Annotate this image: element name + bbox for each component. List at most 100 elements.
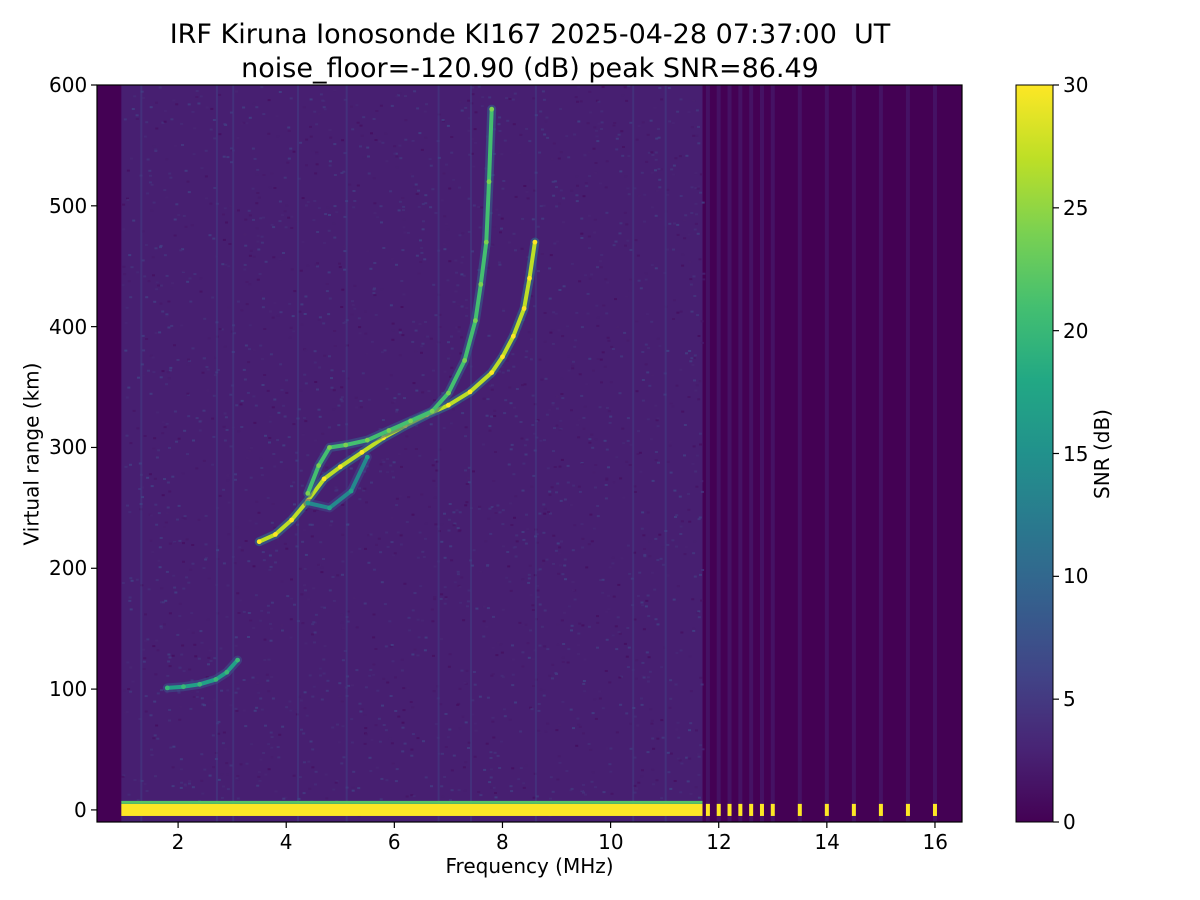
streak [664,85,667,822]
trace-point [343,442,349,448]
x-tick-label: 2 [171,830,185,854]
streak [632,85,635,822]
channel-column [727,85,732,822]
noise-texture [121,85,706,818]
channel-ground-echo [738,803,743,816]
trace-point [429,408,435,414]
channel-column [932,85,937,822]
x-tick-label: 8 [495,830,509,854]
trace-point [305,500,311,506]
echo-trace [305,455,370,510]
channel-ground-echo [727,803,732,816]
trace-point [446,390,451,396]
trace-point [521,306,527,311]
trace-point [510,333,516,339]
trace-point [213,677,219,682]
channel-ground-echo [797,803,802,816]
colorbar-tick-label: 30 [1063,73,1089,97]
colorbar-tick-label: 15 [1063,441,1089,466]
y-tick-label: 100 [49,677,88,702]
y-tick-label: 600 [49,73,88,97]
channel-ground-echo [905,803,910,816]
trace-point [289,517,294,523]
channel-ground-echo [749,803,754,816]
trace-point [408,418,413,424]
streak [140,85,143,822]
channel-column [905,85,910,822]
trace-point [486,179,492,185]
streak [437,85,440,822]
channel-ground-echo [824,803,829,816]
trace-point [489,106,495,112]
channel-column [759,85,764,822]
x-tick-label: 14 [814,830,840,854]
trace-point [462,358,467,363]
channel-ground-echo [878,803,883,816]
streak [297,85,299,822]
y-tick-label: 200 [49,556,88,581]
y-tick-label: 500 [49,193,88,218]
channel-column [797,85,802,822]
streak [232,85,235,822]
trace-point [364,437,370,443]
streak [345,85,348,822]
colorbar-gradient [1015,84,1054,823]
trace-point [473,318,478,323]
trace-point [359,449,365,455]
channel-ground-echo [759,803,764,816]
x-tick-label: 16 [922,830,948,854]
channel-column [851,85,856,822]
streak [534,85,537,822]
trace-point [532,239,538,245]
channel-column [878,85,883,822]
trace-point [273,532,278,537]
colorbar-tick-label: 5 [1063,687,1076,712]
channel-column [738,85,743,822]
trace-point [467,389,473,395]
trace-point [327,445,332,450]
heatmap-plot [97,85,962,822]
noise-region [121,85,703,822]
trace-point [500,354,505,360]
trace-point [316,463,322,468]
x-tick-label: 10 [598,830,624,854]
colorbar-tick-label: 10 [1063,564,1089,589]
trace-point [478,282,484,287]
channel-column [770,85,775,822]
trace-point [364,454,370,460]
trace-point [164,685,170,691]
axes [91,84,1059,828]
ground-echo-band [121,803,703,816]
colorbar-tick-label: 20 [1063,318,1089,343]
channel-column [705,85,710,822]
channel-ground-echo [851,803,856,816]
trace-point [337,464,343,470]
channel-ground-echo [705,803,710,816]
channel-ground-echo [932,803,937,816]
chart-title: IRF Kiruna Ionosonde KI167 2025-04-28 07… [169,19,891,50]
trace-point [489,370,495,375]
y-axis-label: Virtual range (km) [18,362,43,545]
y-tick-label: 400 [49,314,88,339]
colorbar-label: SNR (dB) [1089,408,1114,499]
trace-point [181,684,186,690]
trace-point [348,488,354,494]
x-tick-label: 6 [387,830,401,854]
ground-echo-edge [121,800,703,804]
trace-point [224,669,230,675]
trace-point [256,539,262,545]
colorbar [1015,84,1054,823]
colorbar-tick-label: 25 [1063,195,1089,220]
y-tick-label: 0 [74,797,87,822]
interference-streaks [140,85,667,822]
trace-point [483,239,489,245]
chart-subtitle: noise_floor=-120.90 (dB) peak SNR=86.49 [241,53,819,84]
channel-column [824,85,829,822]
x-tick-label: 12 [706,830,732,854]
trace-point [235,657,241,663]
x-axis-label: Frequency (MHz) [445,854,614,878]
trace-point [327,505,332,511]
trace-point [527,275,532,281]
echo-trace [165,658,240,690]
